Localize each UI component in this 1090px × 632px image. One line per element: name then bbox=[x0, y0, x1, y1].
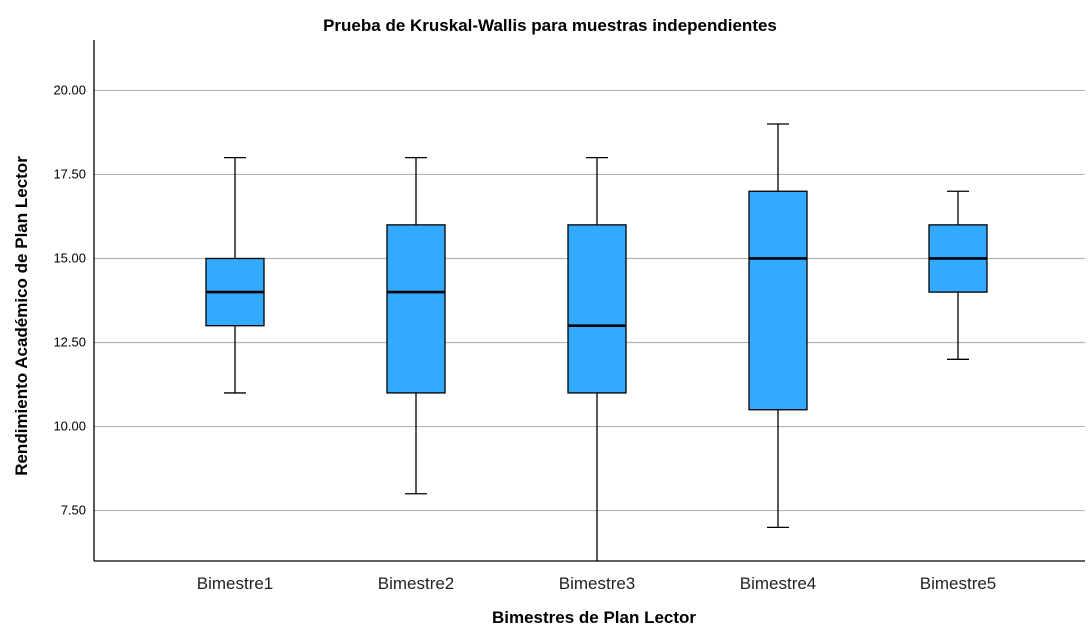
x-tick-label: Bimestre1 bbox=[197, 574, 274, 593]
box-group-bimestre1 bbox=[205, 156, 265, 394]
box-group-bimestre4 bbox=[748, 123, 808, 529]
x-tick-label: Bimestre2 bbox=[378, 574, 455, 593]
x-tick-label: Bimestre5 bbox=[920, 574, 997, 593]
y-tick-label: 17.50 bbox=[53, 166, 86, 181]
y-tick-label: 7.50 bbox=[61, 503, 86, 518]
box-group-bimestre3 bbox=[567, 156, 627, 561]
axes bbox=[93, 40, 1085, 562]
y-tick-label: 12.50 bbox=[53, 335, 86, 350]
x-tick-label: Bimestre3 bbox=[559, 574, 636, 593]
box-iqr bbox=[567, 224, 627, 394]
box-iqr bbox=[748, 190, 808, 411]
box-group-bimestre2 bbox=[386, 156, 446, 495]
y-tick-label: 20.00 bbox=[53, 82, 86, 97]
y-axis-label: Rendimiento Académico de Plan Lector bbox=[12, 156, 31, 476]
y-tick-label: 15.00 bbox=[53, 250, 86, 265]
y-tick-label: 10.00 bbox=[53, 419, 86, 434]
y-tick-labels: 7.50 10.00 12.50 15.00 17.50 20.00 bbox=[53, 82, 86, 517]
chart-title: Prueba de Kruskal-Wallis para muestras i… bbox=[323, 16, 777, 35]
box-group-bimestre5 bbox=[928, 190, 988, 360]
box-iqr bbox=[386, 224, 446, 394]
x-tick-label: Bimestre4 bbox=[740, 574, 817, 593]
x-axis-label: Bimestres de Plan Lector bbox=[492, 608, 696, 627]
boxes bbox=[205, 123, 988, 561]
x-tick-labels: Bimestre1 Bimestre2 Bimestre3 Bimestre4 Bime… bbox=[197, 574, 997, 593]
